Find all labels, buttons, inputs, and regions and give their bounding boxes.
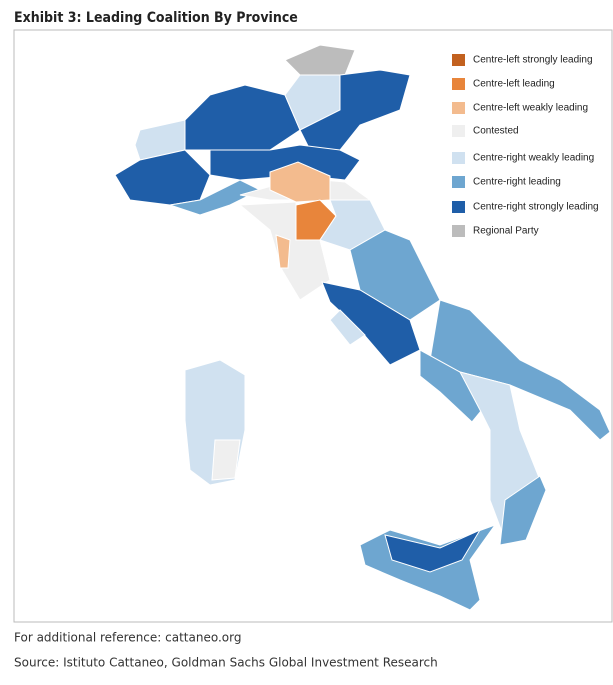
province-group [284,44,356,76]
legend: Centre-left strongly leading Centre-left … [452,54,599,237]
legend-label: Regional Party [473,226,539,237]
legend-swatch [452,201,465,213]
legend-label: Centre-left weakly leading [473,103,588,114]
province-group [329,309,366,346]
legend-label: Centre-right strongly leading [473,202,599,213]
footer-note: For additional reference: cattaneo.org [14,631,241,645]
footer-source: Source: Istituto Cattaneo, Goldman Sachs… [14,656,438,670]
map-frame [13,29,613,623]
province-group [499,475,547,546]
province-group [275,234,291,269]
legend-swatch [452,125,465,137]
province-group [384,528,482,573]
title: Exhibit 3: Leading Coalition By Province [14,10,298,26]
legend-label: Centre-right weakly leading [473,153,594,164]
legend-swatch [452,78,465,90]
province-group [114,149,211,206]
legend-swatch [452,225,465,237]
legend-label: Centre-left leading [473,79,555,90]
province-group [211,439,241,481]
legend-swatch [452,54,465,66]
map [114,44,611,611]
legend-label: Centre-right leading [473,177,561,188]
legend-swatch [452,152,465,164]
legend-swatch [452,176,465,188]
legend-label: Centre-left strongly leading [473,55,593,66]
legend-swatch [452,102,465,114]
province-group [209,144,361,181]
province-group [321,281,421,366]
province-group [299,69,411,151]
legend-label: Contested [473,126,519,137]
province-group [184,84,301,151]
